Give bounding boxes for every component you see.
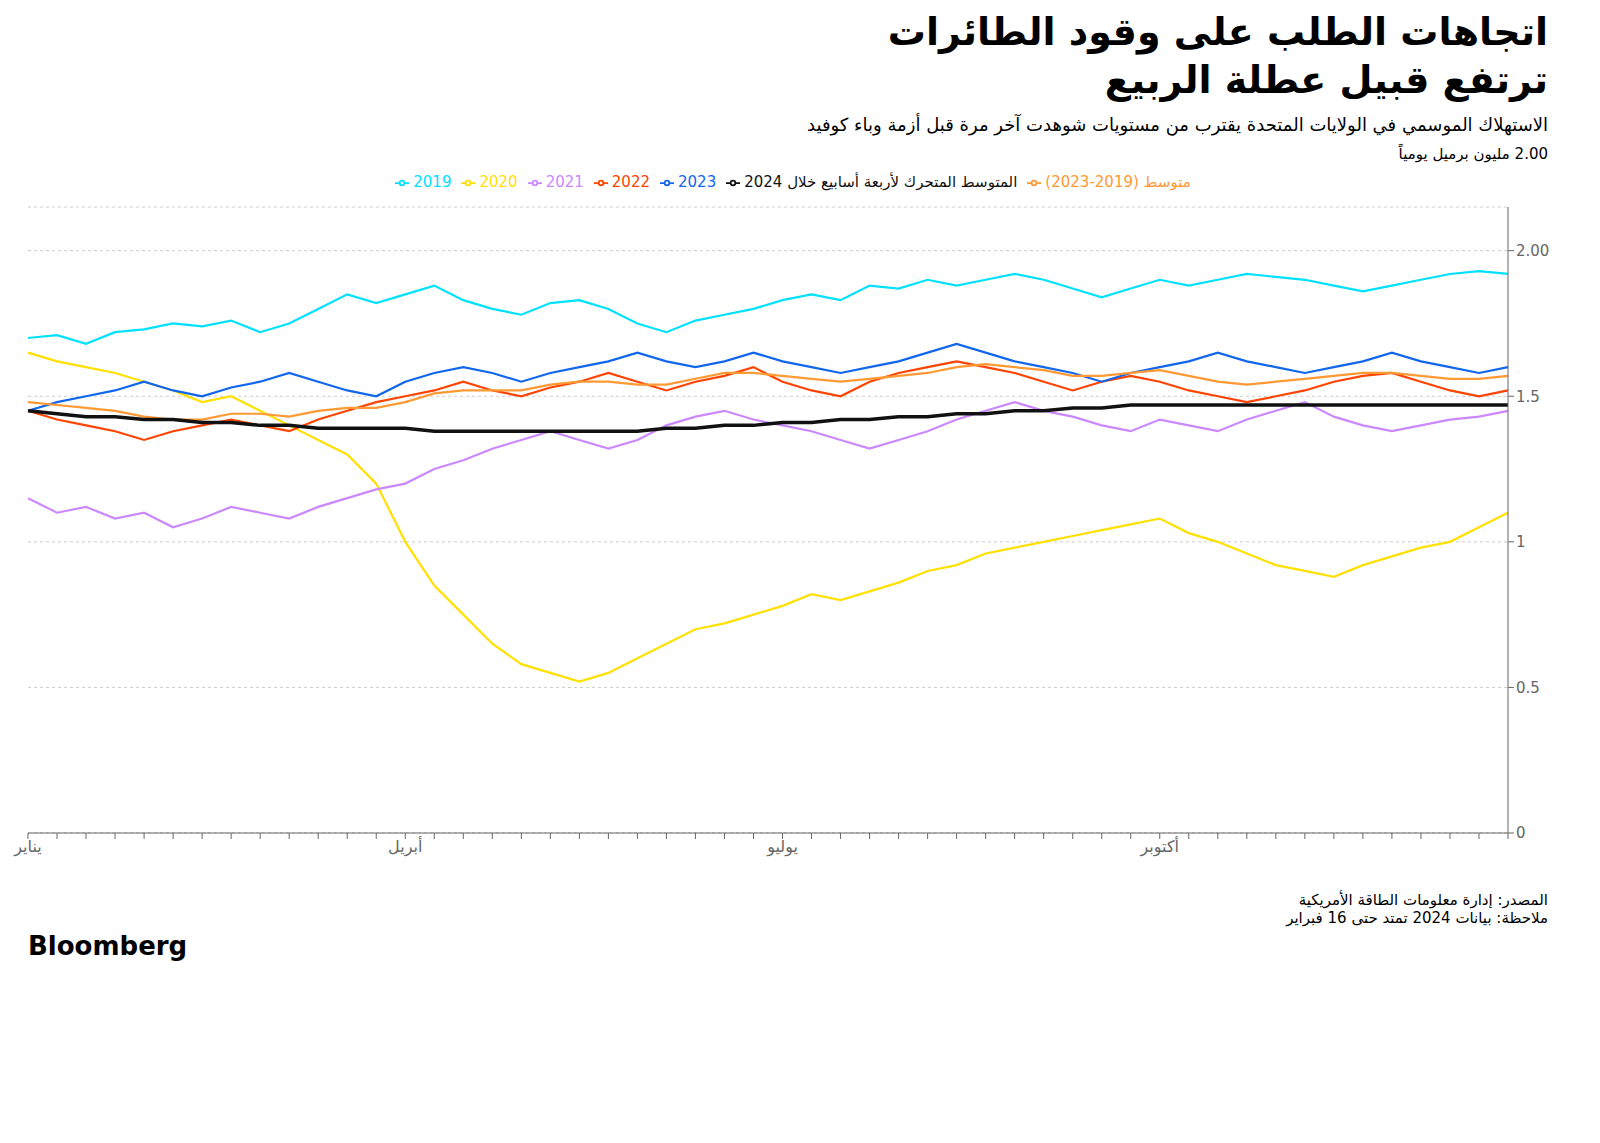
- svg-text:0: 0: [1516, 824, 1526, 842]
- html-text:Bloomberg: Bloomberg: [28, 931, 188, 961]
- html-text:متوسط (2019-2023): متوسط (2019-2023): [1045, 173, 1191, 191]
- svg-text:أبريل: أبريل: [388, 836, 422, 857]
- html-text:2021: 2021: [545, 173, 584, 191]
- html-text:ترتفع قبيل عطلة الربيع: ترتفع قبيل عطلة الربيع: [1104, 58, 1548, 102]
- html-text:اتجاهات الطلب على وقود الطائرا: اتجاهات الطلب على وقود الطائرات: [887, 10, 1548, 54]
- html-text:المصدر: إدارة معلومات الطاقة ا: المصدر: إدارة معلومات الطاقة الأمريكية: [1298, 891, 1548, 909]
- html-text:2023: 2023: [678, 173, 717, 191]
- html-text:2.00 مليون برميل يومياً: 2.00 مليون برميل يومياً: [1398, 145, 1548, 163]
- html-text:ملاحظة: بيانات 2024 تمتد حتى 1: ملاحظة: بيانات 2024 تمتد حتى 16 فبراير: [1286, 909, 1548, 927]
- svg-text:1: 1: [1516, 533, 1526, 551]
- svg-text:1.5: 1.5: [1516, 388, 1540, 406]
- svg-text:2.00: 2.00: [1516, 242, 1549, 260]
- svg-text:أكتوبر: أكتوبر: [1140, 836, 1179, 857]
- html-text:2020: 2020: [479, 173, 518, 191]
- svg-text:0.5: 0.5: [1516, 679, 1540, 697]
- html-text:المتوسط المتحرك لأربعة أسابيع: المتوسط المتحرك لأربعة أسابيع خلال 2024: [744, 173, 1018, 191]
- html-text:الاستهلاك الموسمي في الولايات: الاستهلاك الموسمي في الولايات المتحدة يق…: [807, 114, 1548, 135]
- svg-text:يوليو: يوليو: [766, 837, 798, 857]
- html-text:2022: 2022: [611, 173, 650, 191]
- svg-text:يناير: يناير: [13, 837, 41, 857]
- html-text:2019: 2019: [413, 173, 452, 191]
